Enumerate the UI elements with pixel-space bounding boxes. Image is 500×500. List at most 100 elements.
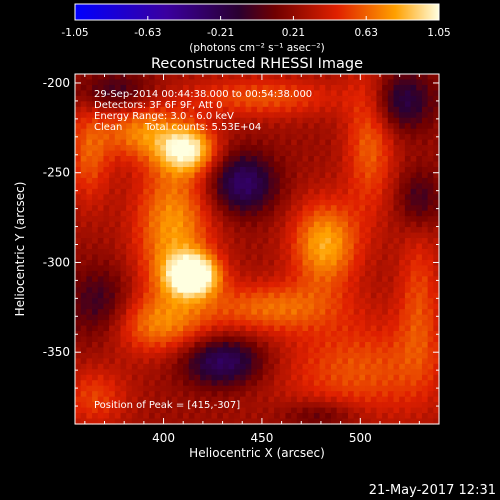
heatmap-cell (262, 309, 269, 316)
heatmap-cell (80, 270, 87, 277)
heatmap-cell (126, 369, 133, 376)
heatmap-cell (211, 347, 218, 354)
heatmap-cell (228, 254, 235, 261)
heatmap-cell (313, 216, 321, 223)
heatmap-cell (183, 259, 190, 267)
heatmap-cell (393, 123, 400, 130)
heatmap-cell (194, 227, 201, 234)
heatmap-cell (382, 249, 389, 256)
heatmap-cell (325, 402, 332, 409)
heatmap-cell (313, 369, 321, 376)
heatmap-cell (404, 369, 412, 376)
heatmap-cell (200, 341, 207, 349)
heatmap-cell (251, 331, 258, 338)
heatmap-cell (114, 84, 122, 92)
heatmap-cell (154, 303, 161, 310)
heatmap-cell (103, 150, 110, 157)
heatmap-cell (399, 265, 406, 272)
heatmap-cell (160, 79, 167, 86)
heatmap-cell (308, 123, 315, 130)
heatmap-cell (393, 358, 400, 365)
heatmap-cell (80, 292, 87, 299)
heatmap-cell (245, 123, 252, 130)
heatmap-cell (97, 95, 105, 102)
heatmap-cell (166, 123, 173, 130)
heatmap-cell (382, 298, 389, 305)
heatmap-cell (399, 210, 406, 217)
heatmap-cell (399, 418, 406, 425)
heatmap-cell (302, 396, 309, 403)
heatmap-cell (382, 259, 389, 267)
heatmap-cell (302, 112, 309, 119)
x-axis-ticks: 400 450 500 (84, 74, 440, 445)
heatmap-cell (393, 210, 400, 217)
heatmap-cell (421, 74, 429, 81)
heatmap-cell (183, 194, 190, 201)
heatmap-cell (183, 210, 190, 217)
heatmap-cell (421, 259, 429, 267)
heatmap-cell (285, 161, 292, 168)
heatmap-cell (211, 156, 218, 163)
heatmap-cell (251, 90, 258, 97)
heatmap-cell (296, 320, 304, 327)
heatmap-cell (75, 139, 82, 146)
heatmap-cell (410, 243, 417, 250)
heatmap-cell (302, 320, 309, 327)
heatmap-cell (285, 369, 292, 376)
heatmap-cell (103, 407, 110, 414)
heatmap-cell (370, 254, 378, 261)
heatmap-cell (268, 194, 275, 201)
heatmap-cell (387, 385, 395, 392)
heatmap-cell (325, 396, 332, 403)
heatmap-cell (427, 172, 434, 179)
heatmap-cell (410, 139, 417, 146)
heatmap-cell (154, 325, 161, 332)
heatmap-cell (353, 177, 360, 184)
heatmap-cell (342, 145, 349, 152)
heatmap-cell (160, 265, 167, 272)
heatmap-cell (251, 123, 258, 130)
heatmap-cell (120, 112, 127, 119)
heatmap-cell (200, 101, 207, 108)
heatmap-cell (160, 380, 167, 387)
heatmap-image (75, 74, 440, 425)
heatmap-cell (262, 391, 269, 398)
heatmap-cell (80, 156, 87, 163)
heatmap-cell (433, 106, 440, 113)
heatmap-cell (257, 303, 264, 310)
heatmap-cell (427, 238, 434, 245)
heatmap-cell (404, 352, 412, 359)
heatmap-cell (171, 363, 178, 370)
heatmap-cell (148, 74, 156, 81)
heatmap-cell (370, 270, 378, 277)
heatmap-cell (302, 123, 309, 130)
heatmap-cell (308, 188, 315, 195)
heatmap-cell (296, 166, 304, 174)
heatmap-cell (399, 166, 406, 174)
heatmap-cell (348, 249, 355, 256)
heatmap-cell (376, 270, 383, 277)
heatmap-cell (387, 331, 395, 338)
heatmap-cell (285, 341, 292, 349)
heatmap-cell (228, 112, 235, 119)
heatmap-cell (433, 128, 440, 135)
heatmap-cell (336, 123, 343, 130)
heatmap-cell (359, 128, 366, 135)
heatmap-cell (97, 232, 105, 239)
heatmap-cell (154, 79, 161, 86)
heatmap-cell (416, 336, 423, 343)
heatmap-cell (171, 101, 178, 108)
heatmap-cell (80, 369, 87, 376)
heatmap-cell (166, 391, 173, 398)
heatmap-cell (342, 216, 349, 223)
heatmap-cell (103, 347, 110, 354)
heatmap-cell (211, 95, 218, 102)
heatmap-cell (114, 243, 122, 250)
heatmap-cell (154, 156, 161, 163)
heatmap-cell (365, 407, 372, 414)
heatmap-cell (359, 134, 366, 141)
heatmap-cell (154, 341, 161, 349)
heatmap-cell (239, 287, 247, 294)
heatmap-cell (268, 90, 275, 97)
heatmap-cell (205, 254, 213, 261)
